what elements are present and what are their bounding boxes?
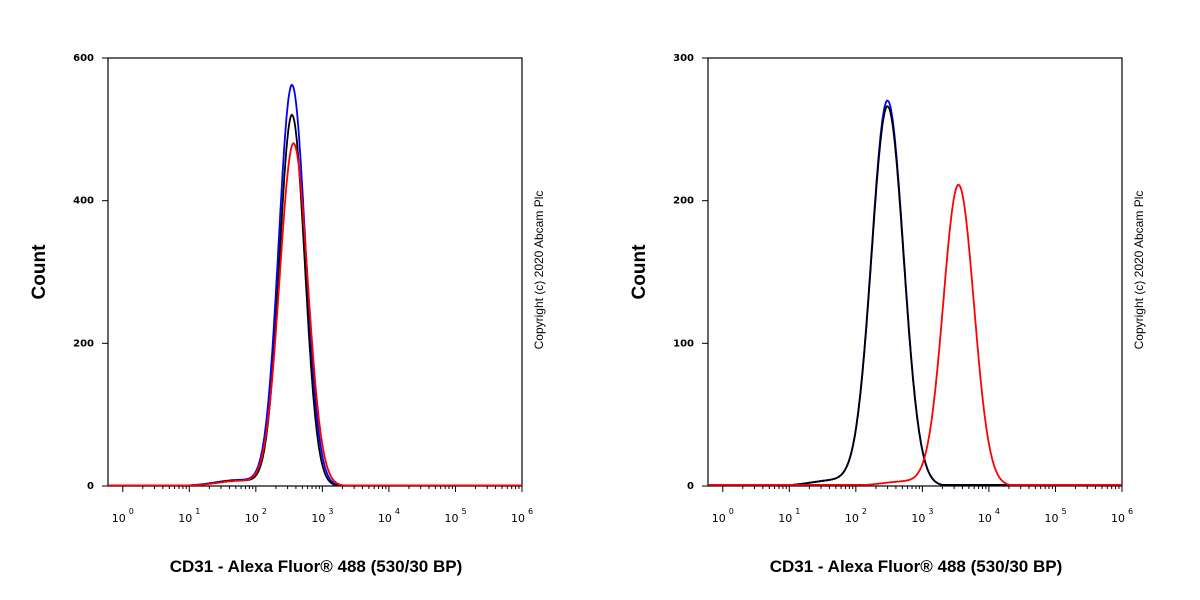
x-tick-label: 10 — [311, 512, 325, 525]
x-tick-exponent: 0 — [129, 507, 134, 516]
histogram-series-line — [708, 183, 1122, 486]
x-tick-exponent: 1 — [795, 507, 800, 516]
y-axis-label: Count — [29, 244, 50, 300]
copyright-text: Copyright (c) 2020 Abcam Plc — [1132, 191, 1146, 350]
x-tick-exponent: 6 — [528, 507, 533, 516]
histogram-series-line — [708, 99, 1122, 486]
y-tick-label: 200 — [73, 338, 94, 349]
x-tick-exponent: 2 — [862, 507, 867, 516]
x-tick-exponent: 3 — [328, 507, 333, 516]
x-tick-label: 10 — [444, 512, 458, 525]
x-tick-exponent: 3 — [928, 507, 933, 516]
x-tick-label: 10 — [911, 512, 925, 525]
histogram-series-line — [708, 105, 1122, 486]
x-axis-label: CD31 - Alexa Fluor® 488 (530/30 BP) — [170, 557, 463, 576]
x-tick-label: 10 — [712, 512, 726, 525]
y-tick-label: 0 — [87, 481, 94, 492]
plot-frame — [107, 57, 523, 487]
x-tick-label: 10 — [178, 512, 192, 525]
x-tick-label: 10 — [845, 512, 859, 525]
x-tick-label: 10 — [511, 512, 525, 525]
y-tick-label: 200 — [673, 196, 694, 207]
histogram-panel-left: 0 200 400 600 10 0 10 1 10 2 10 3 10 4 10 5 10 6 Count CD31… — [29, 53, 546, 576]
x-tick-exponent: 6 — [1128, 507, 1133, 516]
x-tick-exponent: 4 — [395, 507, 400, 516]
x-tick-exponent: 4 — [995, 507, 1000, 516]
x-tick-label: 10 — [1111, 512, 1125, 525]
x-tick-exponent: 1 — [195, 507, 200, 516]
x-tick-label: 10 — [778, 512, 792, 525]
x-tick-label: 10 — [112, 512, 126, 525]
histogram-series-line — [108, 113, 522, 486]
y-axis-label: Count — [629, 244, 650, 300]
x-tick-exponent: 0 — [729, 507, 734, 516]
y-tick-label: 400 — [73, 196, 94, 207]
chart-svg: 0100200300100101102103104105106CountCD31… — [629, 53, 1146, 576]
y-tick-label: 300 — [673, 53, 694, 64]
x-tick-exponent: 2 — [262, 507, 267, 516]
plot-frame — [707, 57, 1123, 487]
x-tick-label: 10 — [378, 512, 392, 525]
histogram-series-line — [108, 142, 522, 486]
y-tick-label: 600 — [73, 53, 94, 64]
x-tick-label: 10 — [1044, 512, 1058, 525]
histogram-panel-right: 0 100 200 300 10 0 10 1 10 2 10 3 10 4 10 5 10 6 Count CD31… — [600, 0, 1200, 600]
x-tick-exponent: 5 — [461, 507, 466, 516]
y-tick-label: 100 — [673, 338, 694, 349]
copyright-text: Copyright (c) 2020 Abcam Plc — [532, 191, 546, 350]
y-tick-label: 0 — [687, 481, 694, 492]
x-tick-exponent: 5 — [1061, 507, 1066, 516]
x-tick-label: 10 — [978, 512, 992, 525]
x-axis-label: CD31 - Alexa Fluor® 488 (530/30 BP) — [770, 557, 1063, 576]
x-tick-label: 10 — [245, 512, 259, 525]
chart-svg: 0200400600100101102103104105106CountCD31… — [29, 53, 546, 576]
histogram-series-line — [108, 83, 522, 486]
